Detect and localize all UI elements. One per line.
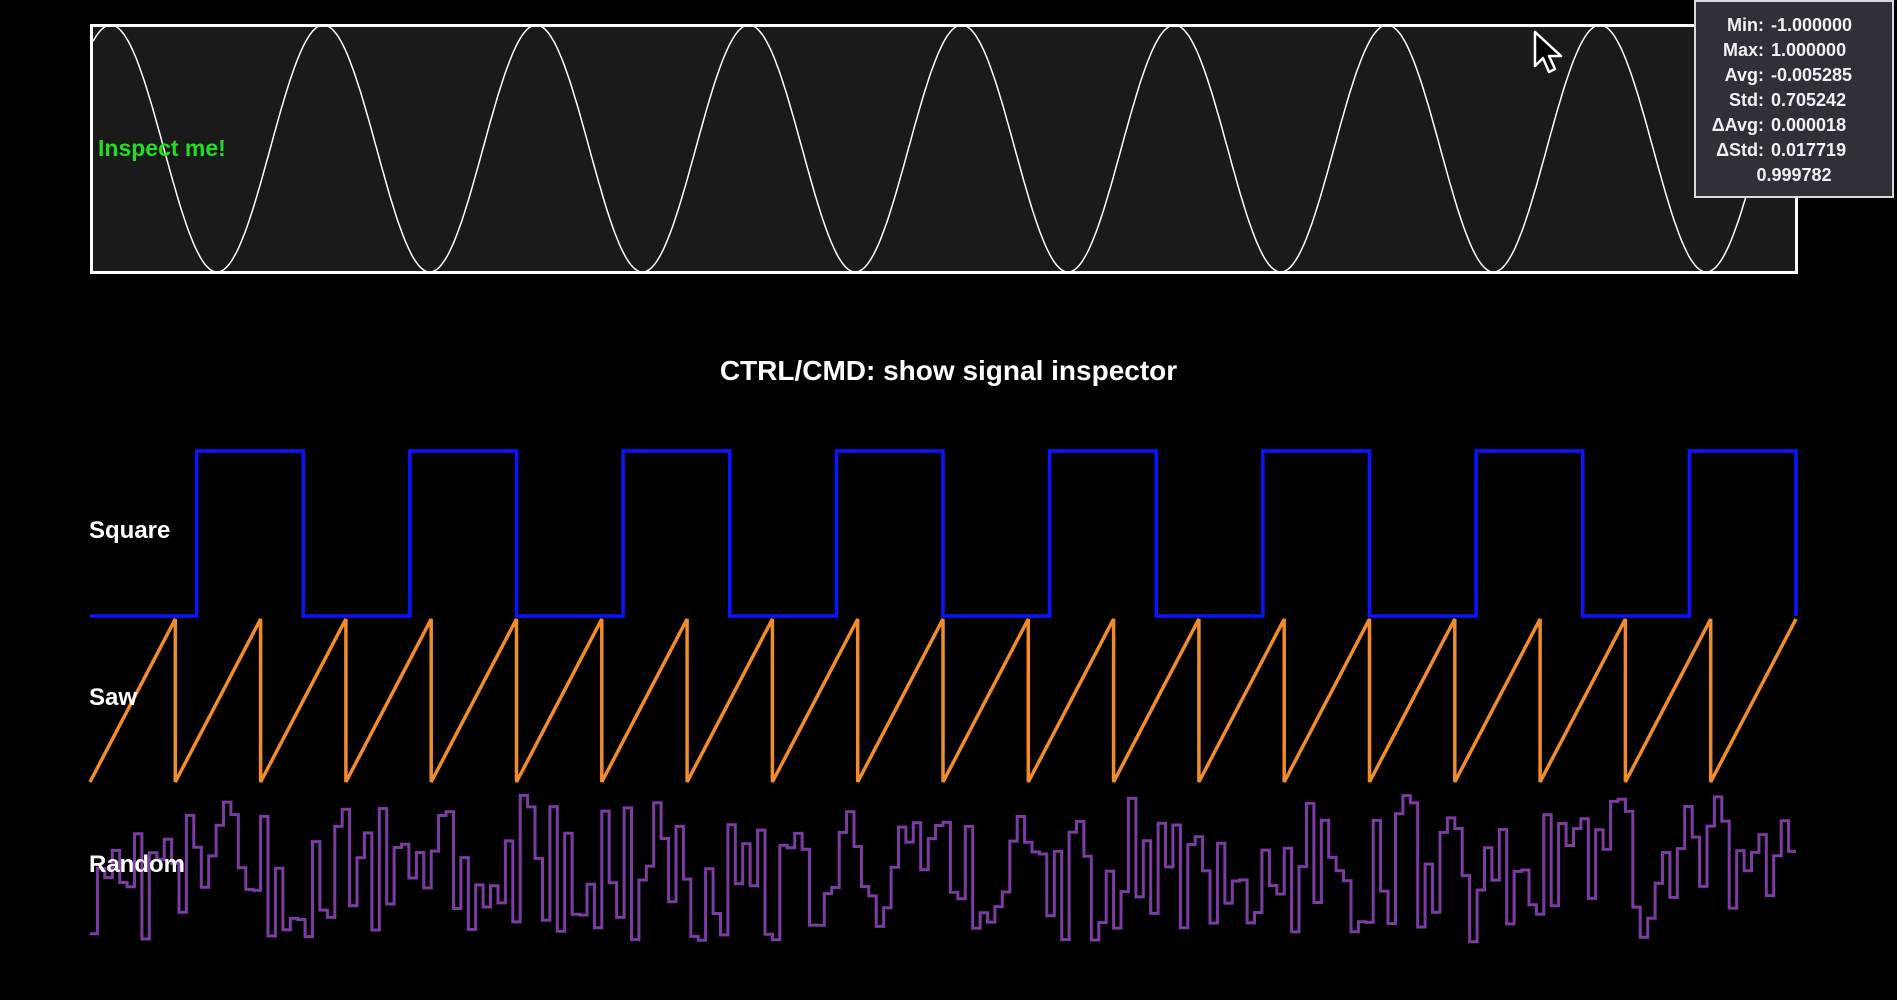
inspector-avg-row: Avg: -0.005285 <box>1696 63 1892 88</box>
square-wave <box>90 449 1798 618</box>
inspector-current-row: 0.999782 <box>1696 163 1892 188</box>
inspector-avg-key: Avg: <box>1724 65 1764 85</box>
random-signal-label: Random <box>89 851 185 878</box>
inspector-delta-std-value: 0.017719 <box>1771 140 1847 160</box>
mouse-pointer-icon <box>1533 30 1563 74</box>
inspector-min-value: -1.000000 <box>1771 15 1853 35</box>
inspector-min-key: Min: <box>1727 15 1764 35</box>
inspector-delta-avg-value: 0.000018 <box>1771 115 1847 135</box>
inspector-current-value: 0.999782 <box>1756 165 1832 185</box>
inspector-std-key: Std: <box>1729 90 1764 110</box>
inspector-max-value: 1.000000 <box>1771 40 1847 60</box>
scope-label: Inspect me! <box>98 135 226 161</box>
saw-signal-label: Saw <box>89 684 138 711</box>
saw-wave-line <box>88 618 1798 783</box>
signal-inspector-tooltip: Min: -1.000000 Max: 1.000000 Avg: -0.005… <box>1694 0 1894 198</box>
inspector-std-value: 0.705242 <box>1771 90 1847 110</box>
inspector-hint: CTRL/CMD: show signal inspector <box>719 355 1178 386</box>
inspector-std-row: Std: 0.705242 <box>1696 88 1892 113</box>
inspector-delta-avg-row: ΔAvg: 0.000018 <box>1696 113 1892 138</box>
inspector-max-row: Max: 1.000000 <box>1696 38 1892 63</box>
inspector-delta-std-key: ΔStd: <box>1716 140 1764 160</box>
inspector-min-row: Min: -1.000000 <box>1696 13 1892 38</box>
inspector-delta-avg-key: ΔAvg: <box>1711 115 1764 135</box>
random-wave <box>90 793 1796 944</box>
inspector-max-key: Max: <box>1722 40 1764 60</box>
inspector-avg-value: -0.005285 <box>1771 65 1853 85</box>
signal-scope[interactable] <box>90 24 1798 274</box>
inspector-delta-std-row: ΔStd: 0.017719 <box>1696 138 1892 163</box>
saw-wave <box>88 618 1798 783</box>
square-signal-label: Square <box>89 517 171 544</box>
sine-wave[interactable] <box>92 24 1796 273</box>
sine-wave-line <box>92 24 1796 273</box>
square-wave-line <box>90 449 1798 618</box>
random-wave-line <box>90 793 1796 944</box>
